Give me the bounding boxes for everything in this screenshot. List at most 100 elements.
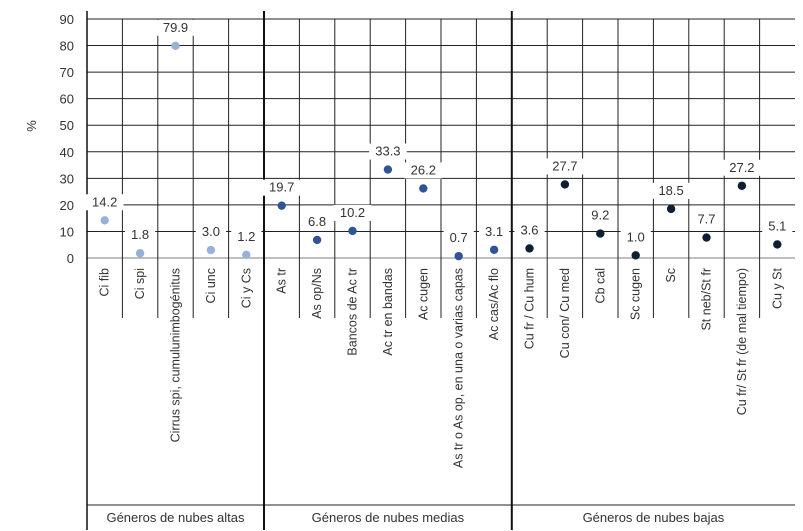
category-label: Sc cugen	[629, 268, 643, 320]
data-label-bg	[262, 179, 301, 196]
category-label: Bancos de Ac tr	[346, 268, 360, 356]
y-tick-label: 70	[60, 65, 74, 80]
data-label-bg	[762, 218, 793, 235]
data-label-bg	[333, 204, 372, 221]
data-point	[737, 181, 747, 190]
category-label: Cb cal	[593, 268, 607, 303]
data-label: 6.8	[308, 214, 326, 229]
category-label: As tr o As op, en una o varias capas	[452, 268, 466, 468]
data-label-bg	[585, 207, 616, 224]
category-label: As tr	[275, 268, 289, 294]
data-label-bg	[195, 224, 226, 241]
data-label: 10.2	[340, 205, 365, 220]
group-label: Géneros de nubes altas	[106, 510, 245, 525]
data-point	[773, 240, 782, 249]
data-label-bg	[443, 230, 474, 247]
data-label: 19.7	[269, 180, 294, 195]
data-point	[206, 245, 216, 255]
category-label: Sc	[664, 268, 678, 283]
category-label: St neb/St fr	[700, 268, 714, 331]
group-label: Géneros de nubes bajas	[583, 510, 725, 525]
y-tick-label: 20	[60, 198, 74, 213]
data-label-bg	[479, 223, 510, 240]
data-point	[702, 233, 711, 242]
data-label: 1.0	[627, 229, 645, 244]
data-label: 3.1	[485, 224, 503, 239]
data-label: 79.9	[163, 20, 188, 35]
y-tick-label: 50	[60, 118, 74, 133]
y-axis-title: %	[24, 120, 39, 132]
data-point	[312, 235, 322, 245]
data-label-bg	[125, 227, 156, 244]
data-point	[277, 201, 286, 210]
data-label-bg	[723, 159, 761, 176]
data-label-bg	[620, 229, 651, 246]
data-label: 7.7	[697, 212, 715, 227]
category-label: Ci y Cs	[239, 268, 253, 308]
data-label: 3.6	[520, 222, 538, 237]
data-point	[383, 165, 393, 174]
y-tick-label: 40	[60, 145, 74, 160]
data-point	[454, 251, 463, 261]
category-label: Cirrus spi, cumulunimbogénitus	[169, 268, 183, 442]
data-point	[171, 41, 180, 51]
data-label: 33.3	[375, 144, 400, 159]
category-label: Cu fr / Cu hum	[523, 268, 537, 349]
data-label: 9.2	[591, 208, 609, 223]
data-label-bg	[691, 211, 722, 228]
y-tick-label: 80	[60, 39, 74, 54]
data-point	[419, 184, 428, 193]
data-point	[666, 204, 676, 214]
category-label: Cu y St	[770, 267, 784, 309]
group-separators	[86, 11, 795, 530]
category-label: As op/Ns	[310, 268, 324, 319]
category-labels: Ci fib Ci spi Cirrus spi, cumulunimbogénit…	[98, 267, 785, 468]
data-label-bg	[652, 182, 690, 199]
category-label: Ci unc	[204, 268, 218, 303]
data-point	[100, 216, 109, 225]
data-label-bg	[404, 162, 443, 179]
data-point	[242, 250, 251, 260]
data-point	[525, 244, 534, 253]
data-label: 27.2	[729, 160, 754, 175]
data-point	[560, 180, 570, 189]
group-label: Géneros de nubes medias	[312, 510, 465, 525]
group-labels: Géneros de nubes altas Géneros de nubes m…	[106, 510, 724, 525]
data-points	[100, 41, 782, 261]
data-point	[489, 245, 499, 254]
data-label-bg	[85, 194, 124, 211]
y-tick-label: 90	[60, 12, 74, 27]
data-label: 1.2	[237, 229, 255, 244]
data-label: 27.7	[552, 158, 577, 173]
y-tick-label: 60	[60, 92, 74, 107]
data-label: 14.2	[92, 194, 117, 209]
data-label: 3.0	[202, 224, 220, 239]
data-point	[596, 229, 605, 238]
category-label: Ac cas/Ac flo	[487, 268, 501, 340]
data-point	[135, 249, 145, 258]
category-label: Cu con/ Cu med	[558, 268, 572, 358]
y-tick-label: 10	[60, 224, 74, 239]
data-point	[631, 251, 640, 260]
data-label-bg	[302, 213, 333, 230]
category-label: Ac cugen	[416, 268, 430, 320]
data-label: 5.1	[768, 218, 786, 233]
category-label: Cu fr/ St fr (de mal tiempo)	[735, 268, 749, 415]
data-point	[348, 226, 357, 236]
data-label-bg	[369, 143, 407, 160]
data-label: 1.8	[131, 227, 149, 242]
y-axis: 0 10 20 30 40 50 60 70 80 90%	[24, 12, 74, 266]
category-label: Ci spi	[133, 268, 147, 299]
y-tick-label: 0	[67, 251, 74, 266]
data-label: 18.5	[658, 183, 683, 198]
y-tick-label: 30	[60, 171, 74, 186]
data-label-bg	[546, 158, 584, 175]
category-label: Ci fib	[98, 268, 112, 297]
data-label-bg	[514, 222, 545, 239]
data-label-bg	[156, 19, 195, 36]
data-label: 0.7	[450, 230, 468, 245]
category-label: Ac tr en bandas	[381, 268, 395, 356]
data-labels: 14.2 1.8 79.9 3.0 1.2 19.7 6.8 10.2 33.3 26.2 0.7 3…	[85, 19, 793, 247]
data-label: 26.2	[411, 162, 436, 177]
